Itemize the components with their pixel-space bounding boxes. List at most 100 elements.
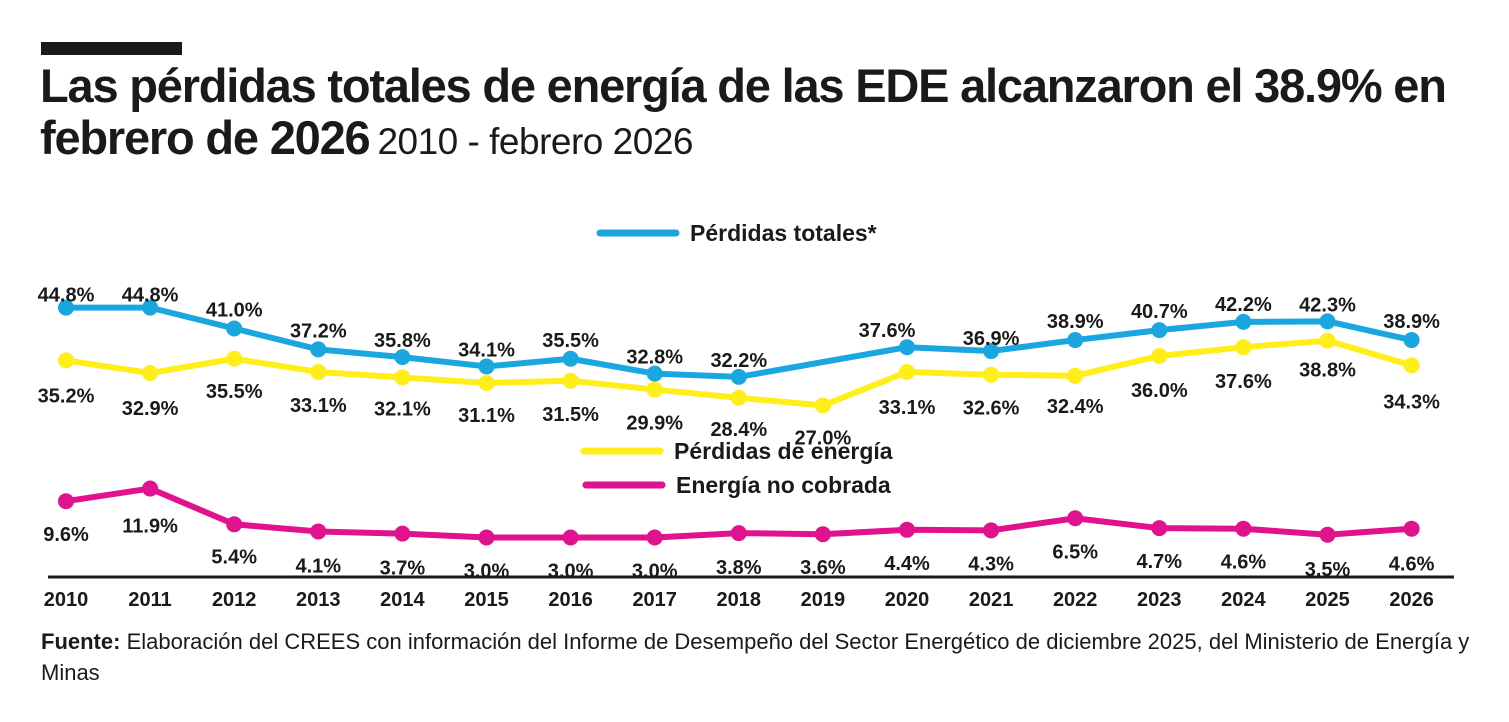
series-energia-no-cobrada-point [1235,520,1252,537]
series-perdidas-energia-data-label: 37.6% [1215,371,1272,393]
series-energia-no-cobrada-data-label: 3.0% [632,561,678,583]
series-energia-no-cobrada-data-label: 3.8% [716,557,762,579]
series-perdidas-energia-point [646,381,663,398]
page-title: Las pérdidas totales de energía de las E… [40,60,1480,168]
series-energia-no-cobrada-point [226,516,243,533]
series-energia-no-cobrada-point [814,526,831,543]
series-perdidas-totales-point [142,299,159,316]
series-energia-no-cobrada-point [1319,526,1336,543]
series-energia-no-cobrada-point [1403,520,1420,537]
series-perdidas-totales-data-label: 38.9% [1383,311,1440,333]
series-perdidas-energia-data-label: 38.8% [1299,360,1356,382]
series-perdidas-energia-point [562,372,579,389]
series-perdidas-totales-point [1403,332,1420,349]
series-perdidas-totales-point [1151,322,1168,339]
series-perdidas-energia-data-label: 32.6% [963,398,1020,420]
source-label: Fuente: [41,629,121,654]
series-energia-no-cobrada-data-label: 3.0% [464,561,510,583]
series-energia-no-cobrada-point [562,529,579,546]
series-energia-no-cobrada-point [58,493,74,510]
series-perdidas-totales-data-label: 42.2% [1215,294,1272,316]
series-energia-no-cobrada-point [142,480,159,497]
series-perdidas-totales-data-label: 36.9% [963,328,1020,350]
series-energia-no-cobrada-data-label: 4.3% [968,553,1014,575]
series-energia-no-cobrada-point [730,525,747,542]
series-perdidas-energia-data-label: 36.0% [1131,380,1188,402]
series-energia-no-cobrada-data-label: 4.7% [1137,551,1183,573]
legend-label: Pérdidas de energía [674,438,893,464]
series-energia-no-cobrada-data-label: 4.6% [1389,554,1435,576]
series-perdidas-energia-point [730,389,747,406]
x-tick-label: 2013 [296,589,341,611]
series-perdidas-energia-data-label: 32.9% [122,398,179,420]
series-energia-no-cobrada-data-label: 3.7% [380,558,426,580]
source-note: Fuente: Elaboración del CREES con inform… [41,626,1481,688]
x-tick-label: 2012 [212,589,257,611]
series-perdidas-totales-point [394,349,411,366]
series-perdidas-energia-point [310,363,327,380]
series-perdidas-energia-data-label: 33.1% [879,397,936,419]
legend-label: Energía no cobrada [676,472,891,498]
series-perdidas-totales-line [63,304,1415,380]
series-perdidas-totales-point [899,339,915,356]
series-perdidas-totales-data-label: 44.8% [38,285,95,307]
series-perdidas-totales-point [478,358,495,375]
series-energia-no-cobrada-data-label: 3.0% [548,561,594,583]
series-energia-no-cobrada-data-label: 6.5% [1052,541,1098,563]
series-perdidas-totales-point [226,320,243,337]
source-text: Elaboración del CREES con información de… [41,629,1470,685]
series-perdidas-energia-point [478,374,495,391]
legend-label: Pérdidas totales* [690,220,877,246]
series-perdidas-energia-data-label: 35.2% [38,385,95,407]
series-perdidas-energia-data-label: 31.1% [458,405,515,427]
series-perdidas-totales-point [310,341,327,358]
series-energia-no-cobrada-point [394,525,411,542]
series-perdidas-totales-point [58,299,74,316]
title-accent-bar [41,42,182,55]
series-energia-no-cobrada-point [310,523,327,540]
series-perdidas-energia-point [226,350,243,367]
series-perdidas-totales-data-label: 35.5% [542,330,599,352]
series-perdidas-totales-point [983,343,1000,360]
series-perdidas-energia-data-label: 27.0% [795,428,852,450]
series-perdidas-energia-point [1403,357,1420,374]
series-energia-no-cobrada-data-label: 3.5% [1305,559,1351,581]
x-tick-label: 2016 [548,589,593,611]
series-perdidas-totales-point [1235,313,1252,330]
x-tick-label: 2021 [969,589,1014,611]
series-energia-no-cobrada-point [646,529,663,546]
series-perdidas-totales-data-label: 35.8% [374,330,431,352]
series-perdidas-energia-point [1067,367,1084,384]
series-perdidas-energia-data-label: 32.1% [374,398,431,420]
x-tick-label: 2010 [44,589,89,611]
series-energia-no-cobrada-point [478,529,495,546]
series-energia-no-cobrada-point [1151,520,1168,537]
series-perdidas-totales-point [730,368,747,385]
series-perdidas-energia-data-label: 33.1% [290,395,347,417]
series-perdidas-energia-data-label: 28.4% [710,419,767,441]
series-energia-no-cobrada-data-label: 9.6% [43,524,89,546]
series-perdidas-totales-data-label: 40.7% [1131,301,1188,323]
series-perdidas-energia-point [983,366,1000,383]
series-perdidas-totales-point [1319,313,1336,330]
series-energia-no-cobrada-data-label: 4.4% [884,553,930,575]
series-energia-no-cobrada-point [983,522,1000,539]
x-tick-label: 2025 [1305,589,1350,611]
series-perdidas-energia-data-label: 32.4% [1047,396,1104,418]
series-perdidas-totales-data-label: 38.9% [1047,311,1104,333]
series-perdidas-totales-data-label: 42.3% [1299,294,1356,316]
title-text: Las pérdidas totales de energía de las E… [40,59,1447,164]
series-perdidas-totales-point [1067,332,1084,349]
series-perdidas-totales-data-label: 37.2% [290,320,347,342]
x-tick-label: 2018 [717,589,762,611]
x-tick-label: 2011 [128,589,171,611]
series-perdidas-totales-point [646,365,663,382]
series-energia-no-cobrada-data-label: 5.4% [211,546,257,568]
series-energia-no-cobrada-point [899,521,915,538]
series-perdidas-energia-point [1235,339,1252,356]
series-energia-no-cobrada-data-label: 4.1% [296,555,342,577]
series-perdidas-energia-data-label: 29.9% [626,413,683,435]
series-perdidas-energia-point [142,365,159,382]
x-tick-label: 2019 [801,589,846,611]
